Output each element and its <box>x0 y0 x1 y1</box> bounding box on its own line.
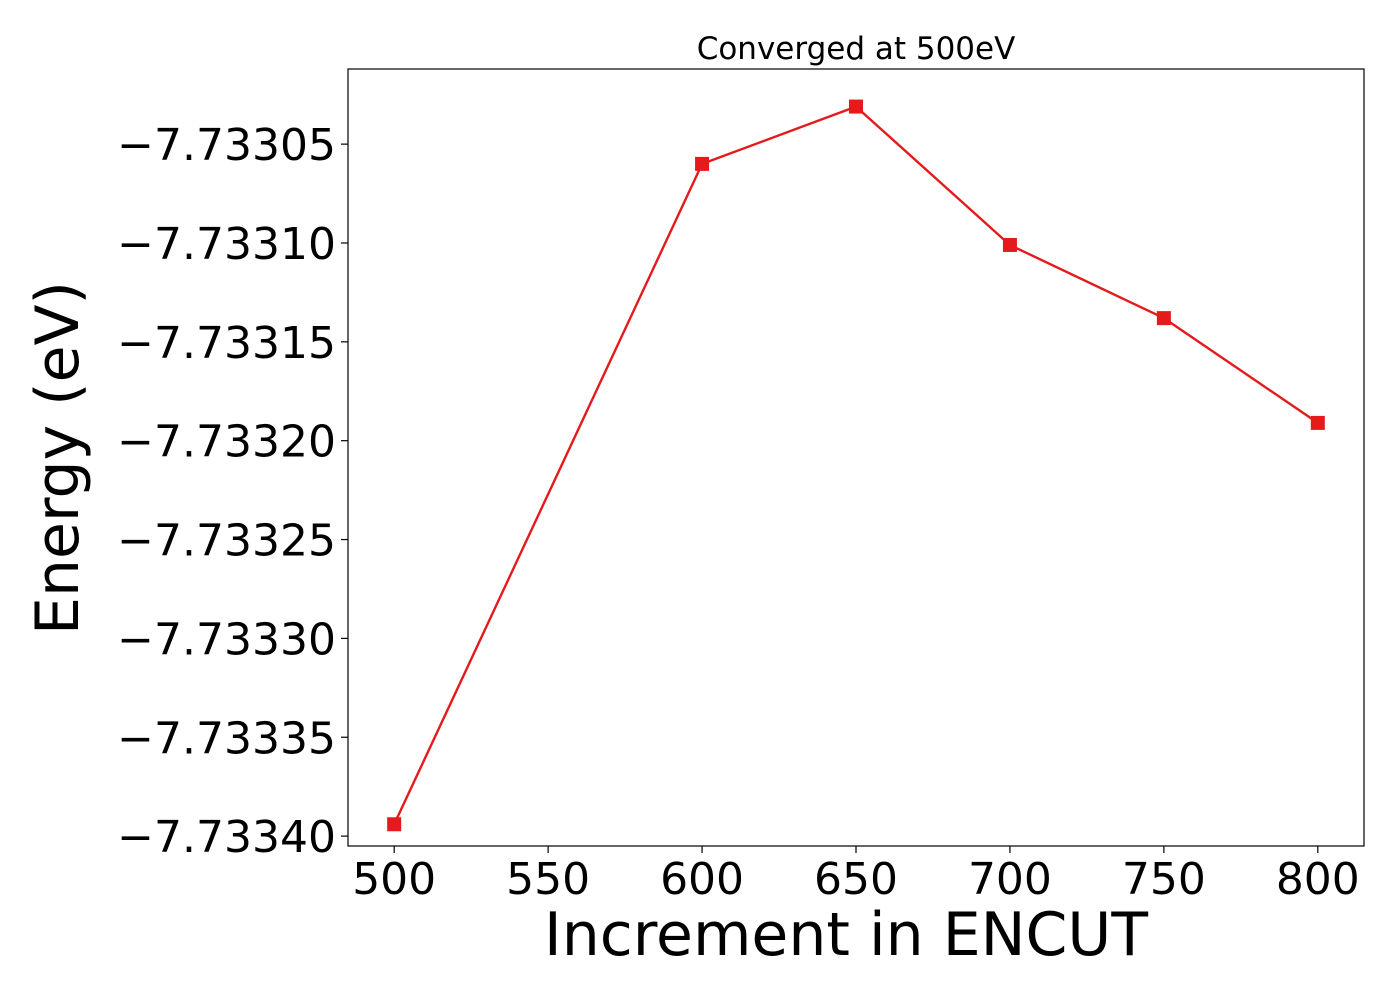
data-point-marker <box>1310 415 1325 430</box>
data-point-marker <box>387 817 402 832</box>
x-tick-label: 650 <box>814 854 898 905</box>
chart-title: Converged at 500eV <box>697 31 1016 67</box>
plot-area-frame <box>347 68 1365 847</box>
x-axis-label: Increment in ENCUT <box>544 900 1148 970</box>
series-layer <box>387 99 1325 832</box>
x-axis-ticks: 500 550 600 650 700 750 800 <box>352 846 1360 905</box>
series-line <box>393 105 1319 825</box>
y-axis-label: Energy (eV) <box>23 281 93 635</box>
y-axis-ticks: −7.73305 −7.73310 −7.73315 −7.73320 −7.73325… <box>117 120 348 863</box>
data-point-marker <box>1002 237 1017 252</box>
y-tick-label: −7.73335 <box>117 713 336 764</box>
data-point-marker <box>849 99 863 114</box>
y-tick-label: −7.73320 <box>117 417 336 468</box>
x-tick-label: 500 <box>352 854 436 905</box>
x-tick-label: 600 <box>660 854 744 905</box>
x-tick-label: 550 <box>506 854 590 905</box>
y-tick-label: −7.73310 <box>117 219 336 270</box>
y-tick-label: −7.73315 <box>117 318 336 369</box>
x-tick-label: 800 <box>1276 854 1360 905</box>
y-tick-label: −7.73325 <box>117 516 336 567</box>
x-tick-label: 700 <box>968 854 1052 905</box>
data-point-marker <box>695 156 710 171</box>
x-tick-label: 750 <box>1122 854 1206 905</box>
data-point-marker <box>1156 311 1171 326</box>
y-tick-label: −7.73330 <box>117 614 336 665</box>
y-tick-label: −7.73340 <box>117 812 336 863</box>
y-tick-label: −7.73305 <box>117 120 336 171</box>
